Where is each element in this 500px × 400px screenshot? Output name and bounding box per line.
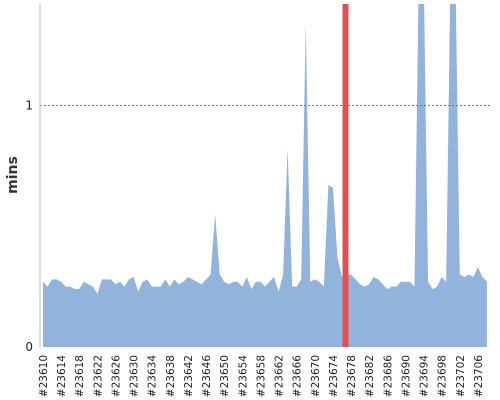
y-axis-label: mins [5, 156, 21, 194]
x-tick-label: #23638 [165, 355, 177, 397]
x-tick-label: #23634 [147, 355, 159, 398]
x-tick-label: #23686 [382, 355, 394, 398]
x-tick-label: #23706 [473, 355, 485, 398]
x-tick-label: #23610 [38, 355, 50, 397]
x-tick-label: #23690 [400, 355, 412, 397]
x-tick-label: #23622 [92, 355, 104, 397]
x-tick-label: #23678 [346, 355, 358, 397]
x-tick-label: #23626 [110, 355, 122, 398]
x-tick-label: #23674 [328, 355, 340, 398]
x-tick-label: #23630 [129, 355, 141, 397]
highlight-marker [342, 4, 349, 347]
x-tick-label: #23646 [201, 355, 213, 398]
x-tick-label: #23694 [419, 355, 431, 398]
x-tick-label: #23618 [74, 355, 86, 397]
x-tick-label: #23658 [255, 355, 267, 397]
area [43, 4, 487, 347]
y-tick-label: 1 [25, 98, 33, 112]
x-tick-label: #23698 [437, 355, 449, 397]
y-tick-label: 0 [25, 340, 33, 354]
x-tick-label: #23650 [219, 355, 231, 397]
x-tick-label: #23642 [183, 355, 195, 397]
plot-area [43, 4, 487, 347]
x-tick-label: #23682 [364, 355, 376, 397]
x-tick-label: #23654 [237, 355, 249, 398]
x-tick-label: #23614 [56, 355, 68, 398]
x-tick-label: #23666 [292, 355, 304, 398]
x-tick-label: #23670 [310, 355, 322, 397]
x-tick-label: #23702 [455, 355, 467, 397]
x-tick-label: #23662 [274, 355, 286, 397]
